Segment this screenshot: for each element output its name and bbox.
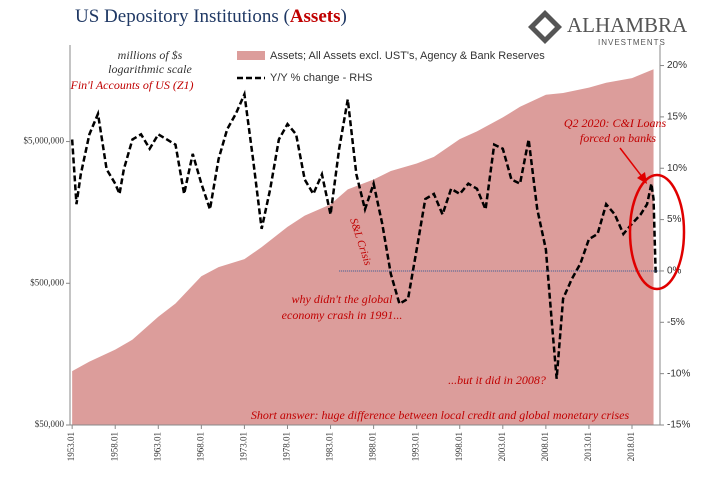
y-tick-label: $50,000	[35, 419, 65, 429]
x-tick-label: 1963.01	[152, 432, 162, 461]
line-series	[70, 89, 657, 379]
x-tick-label: 2003.01	[497, 432, 507, 461]
x-tick-label: 1953.01	[66, 432, 76, 461]
x-tick-label: 2013.01	[583, 432, 593, 461]
x-tick-label: 1993.01	[411, 432, 421, 461]
area-series	[72, 69, 654, 426]
annotation: Fin'l Accounts of US (Z1)	[70, 78, 194, 92]
y-tick-label: $5,000,000	[24, 136, 65, 146]
y2-tick-label: 20%	[667, 60, 687, 71]
y-tick-label: $500,000	[30, 277, 64, 287]
annotation: why didn't the global	[292, 292, 394, 306]
y2-tick-label: 10%	[667, 163, 687, 174]
annotation: millions of $s	[118, 48, 183, 62]
arrow	[619, 147, 644, 179]
annotation: ...but it did in 2008?	[448, 373, 546, 387]
legend-label: Y/Y % change - RHS	[270, 72, 373, 84]
x-tick-label: 2018.01	[626, 432, 636, 461]
y2-tick-label: 0%	[667, 266, 682, 277]
y2-tick-label: -10%	[667, 368, 690, 379]
logo-icon	[528, 10, 562, 44]
legend-label: Assets; All Assets excl. UST's, Agency &…	[270, 50, 545, 62]
annotation: Q2 2020: C&I Loans	[564, 116, 667, 130]
logo-sub: INVESTMENTS	[598, 38, 666, 47]
logo-name: ALHAMBRA	[567, 13, 688, 37]
title-text: US Depository Institutions (	[75, 6, 290, 27]
x-tick-label: 1998.01	[454, 432, 464, 461]
title-text: )	[340, 6, 346, 27]
x-tick-label: 1988.01	[368, 432, 378, 461]
highlight-ellipse	[628, 173, 686, 291]
y2-tick-label: -15%	[667, 420, 690, 431]
y2-tick-label: 5%	[667, 214, 682, 225]
x-tick-label: 1968.01	[195, 432, 205, 461]
annotation: economy crash in 1991...	[282, 308, 403, 322]
y2-tick-label: -5%	[667, 317, 685, 328]
annotation: forced on banks	[580, 131, 657, 145]
title-highlight: Assets	[290, 6, 341, 27]
logo: ALHAMBRA INVESTMENTS	[528, 10, 688, 47]
legend-swatch	[237, 51, 265, 60]
arrow-head	[637, 172, 647, 184]
x-tick-label: 2008.01	[540, 432, 550, 461]
x-tick-label: 1958.01	[109, 432, 119, 461]
chart-title: US Depository Institutions (Assets)	[75, 6, 347, 27]
plot-area	[70, 69, 657, 426]
y2-tick-label: 15%	[667, 112, 687, 123]
annotation: Short answer: huge difference between lo…	[251, 408, 630, 422]
annotation: logarithmic scale	[108, 62, 192, 76]
x-tick-label: 1983.01	[325, 432, 335, 461]
legend: Assets; All Assets excl. UST's, Agency &…	[237, 50, 545, 84]
x-tick-label: 1978.01	[282, 432, 292, 461]
x-tick-label: 1973.01	[238, 432, 248, 461]
